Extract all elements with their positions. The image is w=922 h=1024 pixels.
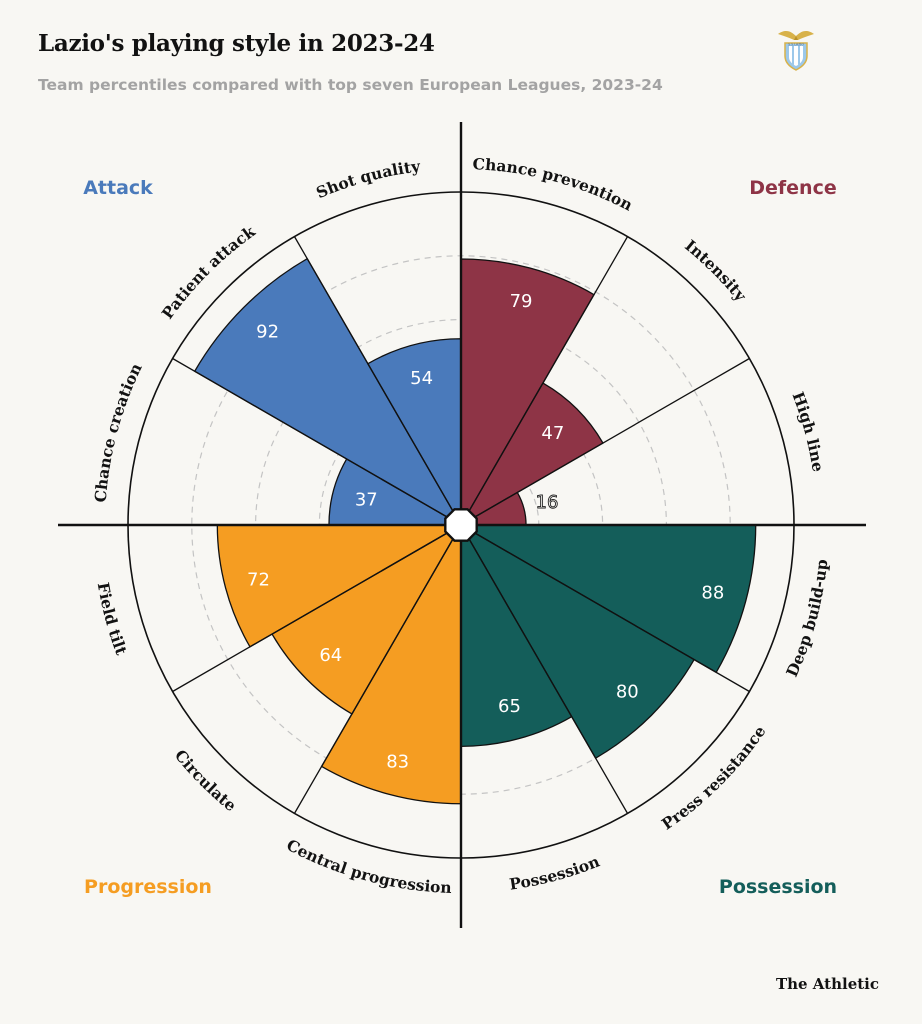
spoke-line [172, 524, 462, 693]
value-label-chance-creation: 37 [355, 490, 378, 511]
value-label-possession: 65 [498, 696, 521, 717]
value-label-circulate: 64 [319, 645, 342, 666]
wedge-deep-build-up[interactable] [458, 524, 757, 674]
value-label-intensity: 47 [541, 423, 564, 444]
chart-title: Lazio's playing style in 2023-24 [38, 30, 435, 57]
spoke-line [460, 524, 629, 814]
axis-label-field-tilt: Field tilt [94, 581, 132, 658]
wedge-chance-prevention[interactable] [460, 258, 595, 528]
spoke-line [460, 357, 750, 526]
value-label-shot-quality: 54 [410, 368, 433, 389]
crest-lettering: S.S.LAZIO [788, 43, 804, 47]
wedge-patient-attack[interactable] [193, 257, 463, 527]
value-label-central-progression: 83 [386, 751, 409, 772]
wedge-press-resistance[interactable] [459, 523, 696, 760]
wedge-field-tilt[interactable] [216, 524, 464, 648]
axis-label-possession: Possession [508, 852, 602, 894]
value-label-patient-attack: 92 [256, 322, 279, 343]
value-label-deep-build-up: 88 [701, 582, 724, 603]
spoke-line [293, 236, 462, 526]
category-label-progression: Progression [84, 876, 212, 898]
wedge-shot-quality[interactable] [366, 338, 462, 528]
wedge-intensity[interactable] [459, 382, 604, 527]
category-label-defence: Defence [749, 177, 837, 199]
center-octagon [444, 508, 478, 542]
value-label-high-line: 16 [536, 492, 559, 513]
spoke-line [460, 524, 750, 693]
value-label-chance-prevention: 79 [510, 291, 533, 312]
category-label-possession: Possession [719, 876, 837, 898]
wedge-circulate[interactable] [271, 523, 463, 715]
wedge-central-progression[interactable] [320, 522, 462, 805]
chart-subtitle: Team percentiles compared with top seven… [38, 76, 663, 94]
axis-label-high-line: High line [788, 389, 827, 473]
spoke-line [172, 357, 462, 526]
value-label-field-tilt: 72 [247, 569, 270, 590]
credit-logo: The Athletic [775, 975, 879, 993]
spoke-line [293, 524, 462, 814]
axis-label-shot-quality: Shot quality [313, 156, 422, 202]
wedge-possession[interactable] [460, 522, 573, 748]
category-label-attack: Attack [83, 177, 153, 199]
value-label-press-resistance: 80 [616, 681, 639, 702]
spoke-line [460, 236, 629, 526]
lazio-eagle-crest-icon: S.S.LAZIO [778, 30, 814, 71]
